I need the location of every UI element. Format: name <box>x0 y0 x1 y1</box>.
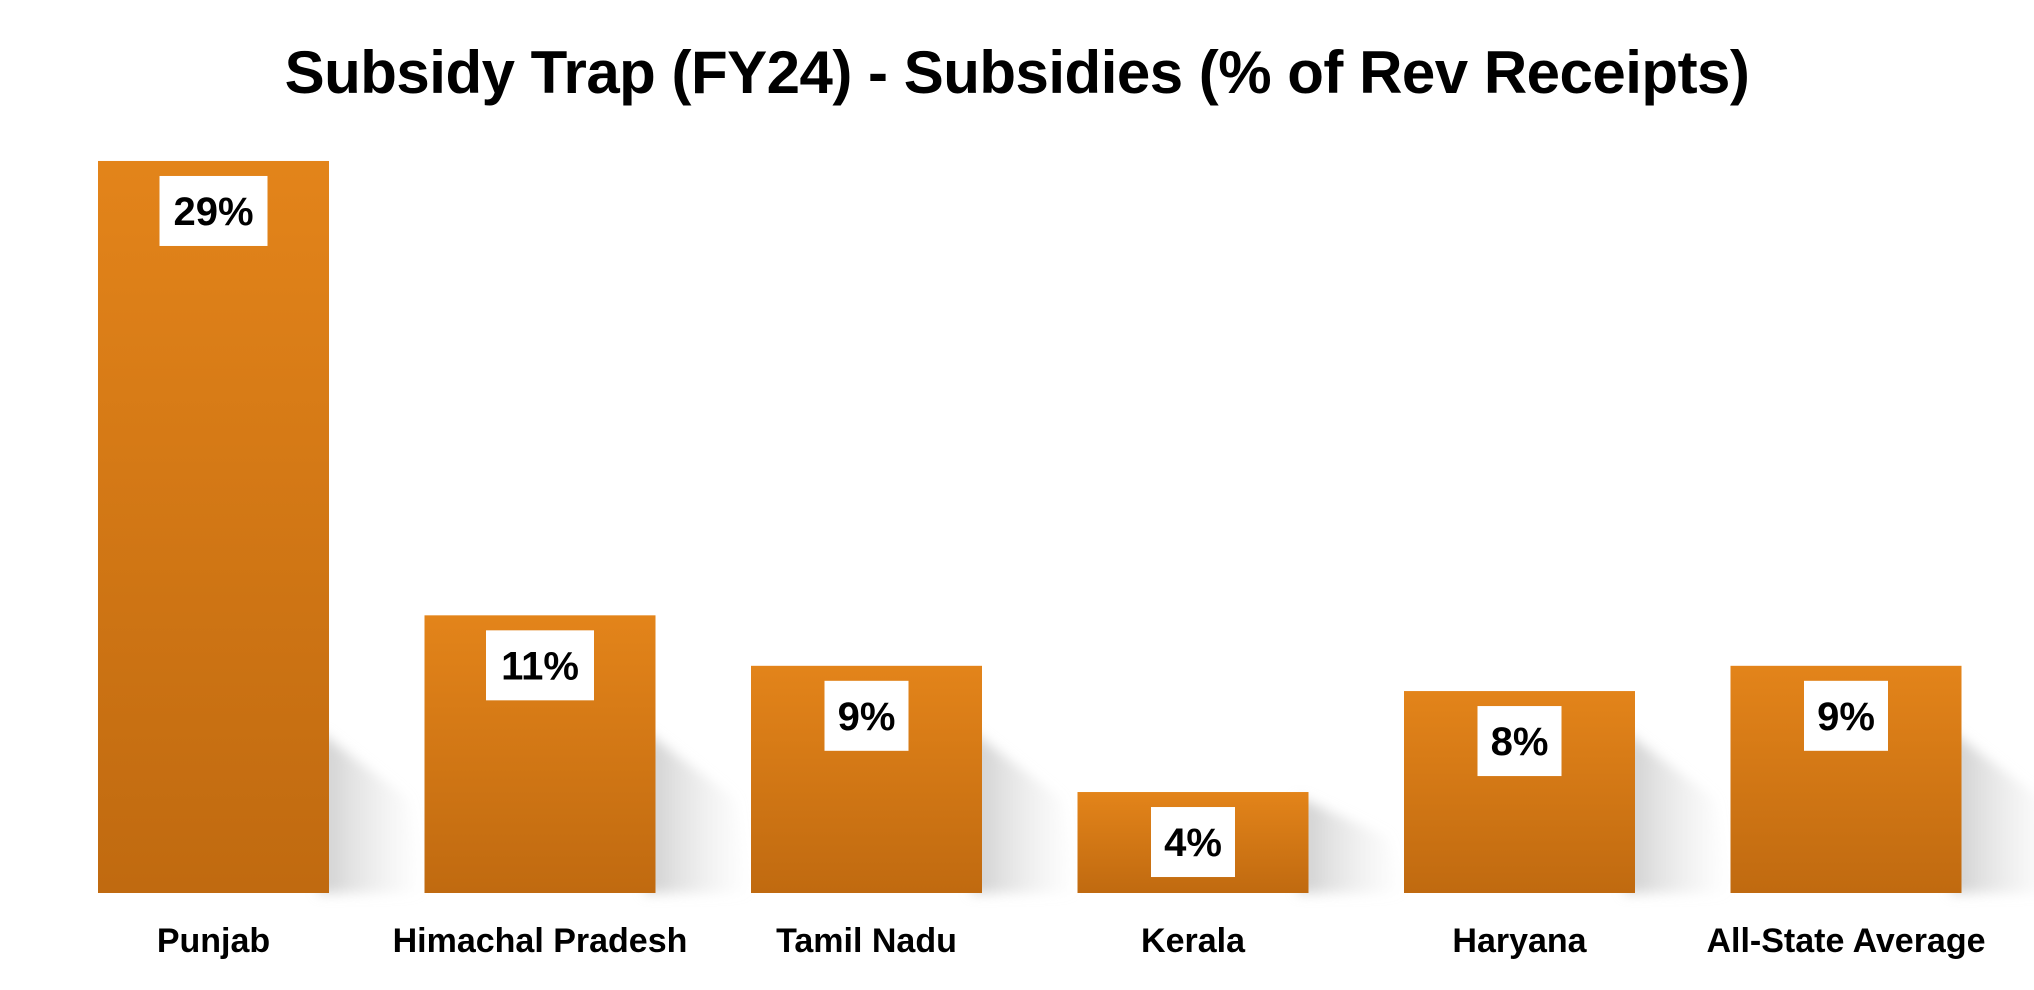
data-label-all-state-average: 9% <box>1817 695 1875 739</box>
chart-title: Subsidy Trap (FY24) - Subsidies (% of Re… <box>284 39 1750 106</box>
data-label-himachal-pradesh: 11% <box>501 644 579 688</box>
data-label-kerala: 4% <box>1164 821 1222 865</box>
bar-shadow-kerala <box>1298 797 1404 893</box>
category-label-all-state-average: All-State Average <box>1706 922 1985 960</box>
bar-punjab <box>98 160 329 893</box>
category-labels-group: Punjab Himachal Pradesh Tamil Nadu Kerala Ha… <box>157 922 1986 960</box>
data-label-box-all-state-average <box>1804 680 1888 751</box>
data-label-tamil-nadu: 9% <box>838 695 896 739</box>
bar-shadow-haryana <box>1625 731 1730 893</box>
data-label-box-haryana <box>1477 706 1562 777</box>
category-label-kerala: Kerala <box>1141 922 1246 960</box>
data-label-box-punjab <box>159 175 268 246</box>
data-label-box-tamil-nadu <box>824 680 909 751</box>
data-labels-group: 29% 11% 9% 4% 8% 9% <box>159 175 1888 878</box>
bar-shadow-himachal-pradesh <box>645 731 751 893</box>
category-label-himachal-pradesh: Himachal Pradesh <box>393 922 688 960</box>
bar-shadows <box>319 731 2034 893</box>
category-label-haryana: Haryana <box>1452 922 1587 960</box>
bar-shadow-punjab <box>319 731 424 893</box>
data-label-haryana: 8% <box>1491 720 1549 764</box>
bar-shadow-all-state-average <box>1951 731 2034 893</box>
bars-group <box>98 160 1962 893</box>
data-label-box-himachal-pradesh <box>486 630 594 701</box>
bar-shadow-tamil-nadu <box>972 731 1077 893</box>
data-label-box-kerala <box>1151 807 1235 878</box>
category-label-tamil-nadu: Tamil Nadu <box>776 922 957 960</box>
data-label-punjab: 29% <box>173 190 253 234</box>
category-label-punjab: Punjab <box>157 922 270 960</box>
